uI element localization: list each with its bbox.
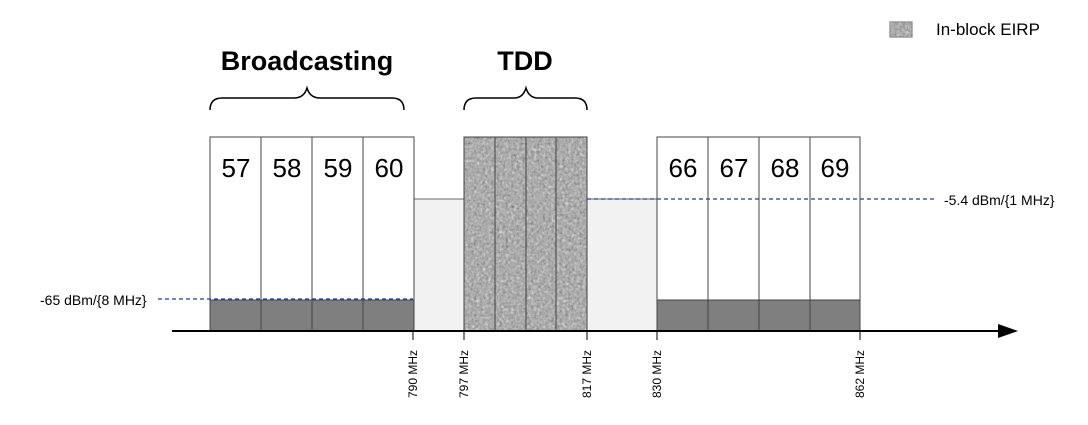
legend-swatch-texture bbox=[890, 22, 912, 37]
tdd-blocks bbox=[463, 136, 588, 332]
baseline-block bbox=[758, 299, 811, 332]
channel-block bbox=[707, 136, 760, 332]
baseline-block bbox=[260, 299, 313, 332]
baseline-block bbox=[209, 299, 262, 332]
frequency-label: 817 MHz bbox=[580, 350, 594, 398]
frequency-label: 797 MHz bbox=[457, 350, 471, 398]
level-label-right: -5.4 dBm/{1 MHz} bbox=[944, 192, 1055, 208]
baseline-block bbox=[809, 299, 861, 332]
baseline-block bbox=[656, 299, 709, 332]
baseline-block bbox=[707, 299, 760, 332]
group-title-broadcasting: Broadcasting bbox=[221, 46, 394, 76]
channel-number: 69 bbox=[821, 153, 850, 183]
channel-number: 58 bbox=[273, 153, 302, 183]
frequency-label: 830 MHz bbox=[650, 350, 664, 398]
baseline-block bbox=[362, 299, 415, 332]
channels-right: 66 67 68 69 bbox=[656, 136, 861, 332]
channel-number: 60 bbox=[375, 153, 404, 183]
channel-number: 57 bbox=[222, 153, 251, 183]
frequency-label: 862 MHz bbox=[853, 350, 867, 398]
guard-band-right bbox=[586, 198, 658, 332]
frequency-label: 790 MHz bbox=[406, 350, 420, 398]
brace-tdd bbox=[463, 85, 588, 111]
channel-number: 66 bbox=[669, 153, 698, 183]
axis-arrowhead bbox=[998, 324, 1018, 338]
channel-block bbox=[809, 136, 861, 332]
guard-band-left bbox=[412, 198, 465, 332]
level-label-left: -65 dBm/{8 MHz} bbox=[40, 292, 147, 308]
channel-number: 67 bbox=[720, 153, 749, 183]
channel-block bbox=[758, 136, 811, 332]
channels-left: 57 58 59 60 bbox=[209, 136, 415, 332]
legend-label: In-block EIRP bbox=[936, 20, 1040, 39]
group-title-tdd: TDD bbox=[497, 46, 553, 76]
channel-number: 59 bbox=[324, 153, 353, 183]
legend: In-block EIRP bbox=[889, 20, 1040, 39]
channel-number: 68 bbox=[771, 153, 800, 183]
baseline-block bbox=[311, 299, 364, 332]
channel-block bbox=[656, 136, 709, 332]
brace-broadcasting bbox=[209, 85, 405, 111]
